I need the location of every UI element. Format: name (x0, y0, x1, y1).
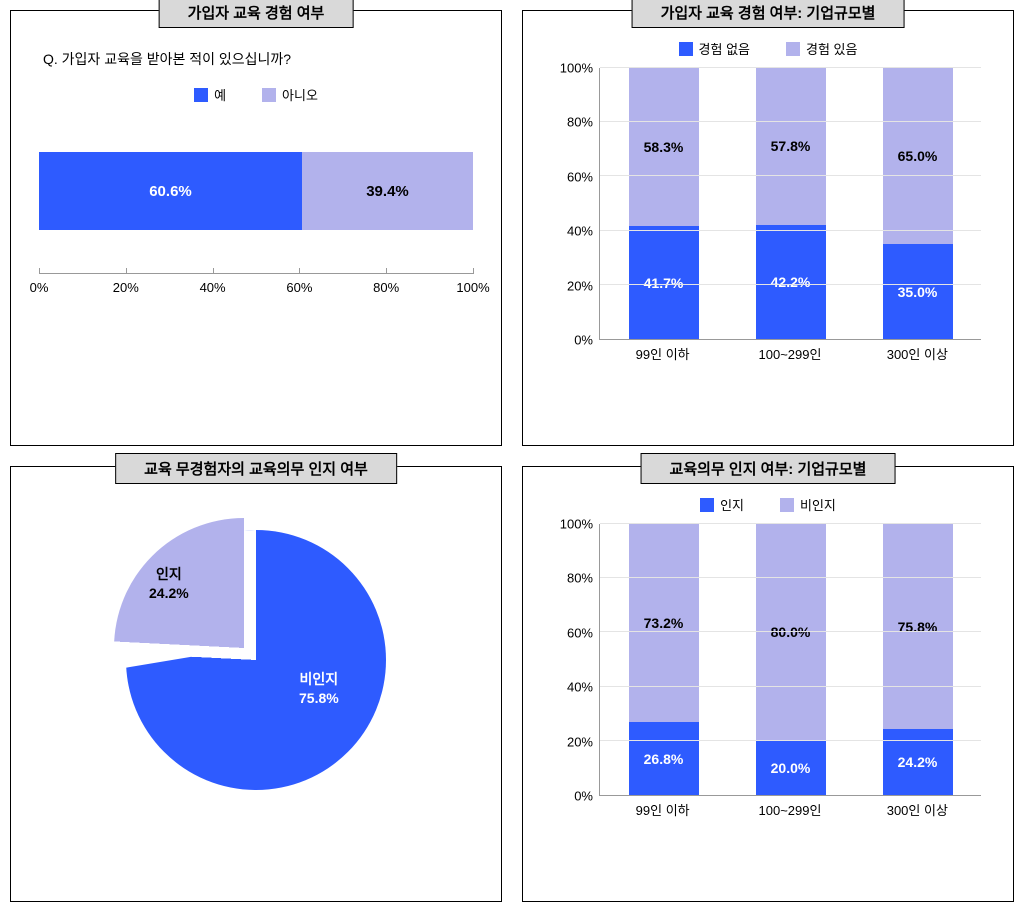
bar-segment-top: 73.2% (629, 524, 699, 722)
x-category-label: 99인 이하 (618, 344, 708, 368)
legend: 인지 비인지 (541, 495, 995, 514)
legend-item-unaware: 비인지 (780, 495, 836, 514)
y-tick-label: 0% (541, 333, 593, 348)
x-category-label: 100~299인 (745, 344, 835, 368)
stacked-bar: 80.0%20.0% (756, 524, 826, 795)
x-tick-label: 20% (113, 280, 139, 295)
legend-item-aware: 인지 (700, 495, 744, 514)
x-category-label: 300인 이상 (872, 344, 962, 368)
bar-segment-top: 75.8% (883, 524, 953, 729)
legend: 경험 없음 경험 있음 (541, 39, 995, 58)
x-axis: 0%20%40%60%80%100% (39, 276, 473, 298)
stacked-bar: 73.2%26.8% (629, 524, 699, 795)
legend-label: 경험 없음 (699, 39, 750, 58)
panel-title: 가입자 교육 경험 여부: 기업규모별 (632, 0, 905, 28)
x-tick-label: 0% (30, 280, 49, 295)
x-category-label: 100~299인 (745, 800, 835, 824)
pie-label-aware: 인지24.2% (149, 565, 189, 603)
y-tick-label: 80% (541, 571, 593, 586)
pie-chart: 인지24.2% 비인지75.8% (29, 495, 483, 825)
legend-label: 인지 (720, 495, 744, 514)
legend: 예 아니오 (29, 85, 483, 104)
legend-swatch (780, 498, 794, 512)
stacked-bar: 65.0%35.0% (883, 68, 953, 339)
hbar-segment: 39.4% (302, 152, 473, 230)
bar-segment-bottom: 35.0% (883, 244, 953, 339)
y-tick-label: 40% (541, 224, 593, 239)
bar-segment-top: 57.8% (756, 68, 826, 225)
x-category-label: 99인 이하 (618, 800, 708, 824)
bar-segment-top: 58.3% (629, 68, 699, 226)
stacked-bar-chart: 73.2%26.8% 80.0%20.0% 75.8%24.2% 99인 이하 100… (541, 524, 995, 824)
panel-awareness-by-size: 교육의무 인지 여부: 기업규모별 인지 비인지 73.2%26.8%80.0%… (522, 466, 1014, 902)
bar-segment-bottom: 20.0% (756, 741, 826, 795)
bar-segment-bottom: 41.7% (629, 226, 699, 339)
x-category-label: 300인 이상 (872, 800, 962, 824)
y-tick-label: 20% (541, 278, 593, 293)
y-tick-label: 40% (541, 680, 593, 695)
y-tick-label: 100% (541, 61, 593, 76)
y-tick-label: 20% (541, 734, 593, 749)
legend-label: 경험 있음 (806, 39, 857, 58)
x-tick-label: 100% (456, 280, 489, 295)
pie-label-unaware: 비인지75.8% (299, 670, 339, 708)
panel-title: 교육 무경험자의 교육의무 인지 여부 (115, 453, 397, 484)
bar-segment-bottom: 42.2% (756, 225, 826, 339)
panel-title: 교육의무 인지 여부: 기업규모별 (641, 453, 896, 484)
bar-segment-top: 80.0% (756, 524, 826, 741)
panel-education-experience: 가입자 교육 경험 여부 Q. 가입자 교육을 받아본 적이 있으십니까? 예 … (10, 10, 502, 446)
legend-label: 아니오 (282, 85, 318, 104)
x-tick-label: 60% (286, 280, 312, 295)
y-tick-label: 60% (541, 169, 593, 184)
hbar-segment: 60.6% (39, 152, 302, 230)
legend-swatch (194, 88, 208, 102)
panel-experience-by-size: 가입자 교육 경험 여부: 기업규모별 경험 없음 경험 있음 58.3%41.… (522, 10, 1014, 446)
hbar: 60.6%39.4% (39, 152, 473, 230)
survey-question: Q. 가입자 교육을 받아본 적이 있으십니까? (43, 49, 483, 69)
x-tick-label: 40% (200, 280, 226, 295)
y-tick-label: 0% (541, 789, 593, 804)
legend-label: 예 (214, 85, 226, 104)
panel-title: 가입자 교육 경험 여부 (159, 0, 354, 28)
legend-swatch (262, 88, 276, 102)
legend-item-no: 아니오 (262, 85, 318, 104)
legend-label: 비인지 (800, 495, 836, 514)
stacked-bar: 58.3%41.7% (629, 68, 699, 339)
stacked-bar: 75.8%24.2% (883, 524, 953, 795)
legend-item-has-exp: 경험 있음 (786, 39, 857, 58)
bar-segment-top: 65.0% (883, 68, 953, 244)
y-tick-label: 100% (541, 517, 593, 532)
bar-segment-bottom: 26.8% (629, 722, 699, 795)
y-tick-label: 60% (541, 625, 593, 640)
legend-item-yes: 예 (194, 85, 226, 104)
legend-item-no-exp: 경험 없음 (679, 39, 750, 58)
stacked-bar-chart: 58.3%41.7% 57.8%42.2% 65.0%35.0% 99인 이하 100… (541, 68, 995, 368)
chart-grid: 가입자 교육 경험 여부 Q. 가입자 교육을 받아본 적이 있으십니까? 예 … (10, 10, 1014, 902)
legend-swatch (679, 42, 693, 56)
panel-awareness-pie: 교육 무경험자의 교육의무 인지 여부 인지24.2%비인지75.8% (10, 466, 502, 902)
x-tick-label: 80% (373, 280, 399, 295)
y-tick-label: 80% (541, 115, 593, 130)
legend-swatch (700, 498, 714, 512)
stacked-bar: 57.8%42.2% (756, 68, 826, 339)
legend-swatch (786, 42, 800, 56)
